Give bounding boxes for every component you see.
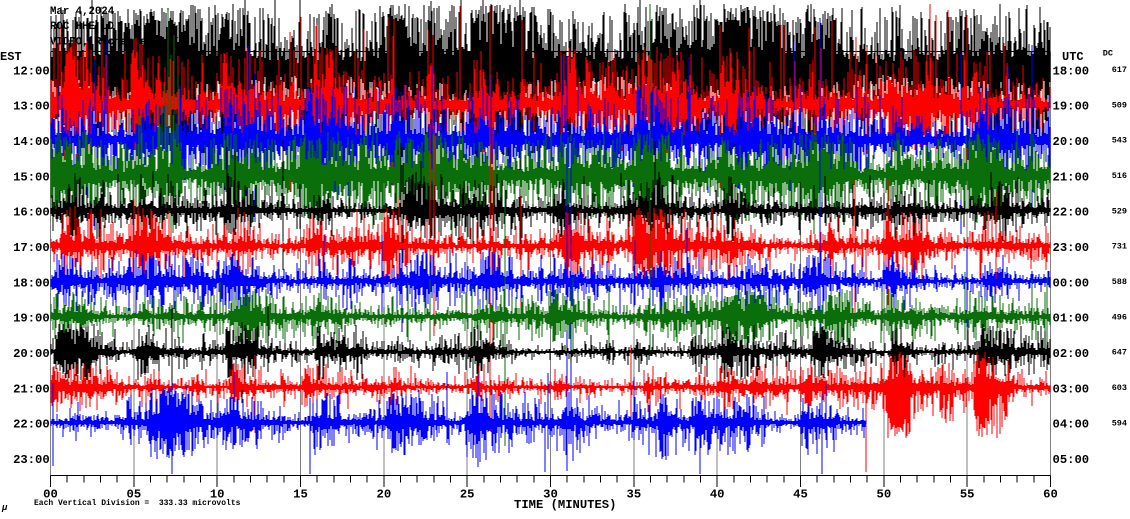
svg-text:00:00: 00:00 bbox=[1053, 276, 1090, 290]
svg-text:20:00: 20:00 bbox=[1053, 135, 1090, 149]
svg-text:509: 509 bbox=[1112, 100, 1127, 110]
svg-text:594: 594 bbox=[1112, 418, 1127, 428]
svg-text:23:00: 23:00 bbox=[13, 453, 50, 467]
svg-text:16:00: 16:00 bbox=[13, 206, 50, 220]
svg-text:40: 40 bbox=[710, 488, 725, 502]
svg-text:529: 529 bbox=[1112, 206, 1127, 216]
svg-text:731: 731 bbox=[1112, 242, 1127, 252]
svg-text:01:00: 01:00 bbox=[1053, 312, 1090, 326]
svg-text:Mar 4,2024: Mar 4,2024 bbox=[50, 6, 115, 18]
svg-text:02:00: 02:00 bbox=[1053, 347, 1090, 361]
svg-text:03:00: 03:00 bbox=[1053, 382, 1090, 396]
svg-text:22:00: 22:00 bbox=[13, 418, 50, 432]
svg-text:22:00: 22:00 bbox=[1053, 206, 1090, 220]
svg-text:18:00: 18:00 bbox=[1053, 64, 1090, 78]
svg-text:18:00: 18:00 bbox=[13, 276, 50, 290]
svg-text:35: 35 bbox=[627, 488, 642, 502]
svg-text:14:00: 14:00 bbox=[13, 135, 50, 149]
svg-text:19:00: 19:00 bbox=[1053, 100, 1090, 114]
svg-text:Each Vertical Division = 333.: Each Vertical Division = 333.33 microvol… bbox=[34, 499, 241, 508]
svg-text:12:00: 12:00 bbox=[13, 64, 50, 78]
svg-text:04:00: 04:00 bbox=[1053, 418, 1090, 432]
svg-text:20:00: 20:00 bbox=[13, 347, 50, 361]
svg-text:13:00: 13:00 bbox=[13, 100, 50, 114]
svg-text:23:00: 23:00 bbox=[1053, 241, 1090, 255]
svg-text:µ: µ bbox=[1, 503, 8, 513]
svg-text:25: 25 bbox=[460, 488, 475, 502]
svg-text:15: 15 bbox=[293, 488, 308, 502]
svg-text:617: 617 bbox=[1112, 65, 1127, 75]
svg-text:21:00: 21:00 bbox=[13, 382, 50, 396]
svg-text:UTC: UTC bbox=[1062, 50, 1084, 64]
svg-text:603: 603 bbox=[1112, 383, 1127, 393]
svg-text:EST: EST bbox=[0, 50, 22, 64]
svg-text:588: 588 bbox=[1112, 277, 1127, 287]
svg-text:55: 55 bbox=[960, 488, 975, 502]
svg-text:17:00: 17:00 bbox=[13, 241, 50, 255]
svg-text:05:00: 05:00 bbox=[1053, 453, 1090, 467]
svg-text:45: 45 bbox=[793, 488, 808, 502]
svg-text:DC: DC bbox=[1103, 49, 1113, 59]
svg-text:05: 05 bbox=[127, 488, 142, 502]
svg-text:60: 60 bbox=[1043, 488, 1058, 502]
svg-text:21:00: 21:00 bbox=[1053, 170, 1090, 184]
svg-text:00: 00 bbox=[43, 488, 58, 502]
svg-text:516: 516 bbox=[1112, 171, 1127, 181]
svg-text:20: 20 bbox=[377, 488, 392, 502]
svg-text:543: 543 bbox=[1112, 136, 1127, 146]
svg-text:496: 496 bbox=[1112, 312, 1127, 322]
svg-text:50: 50 bbox=[877, 488, 892, 502]
svg-text:15:00: 15:00 bbox=[13, 170, 50, 184]
svg-text:10: 10 bbox=[210, 488, 225, 502]
svg-text:TIME (MINUTES): TIME (MINUTES) bbox=[514, 498, 616, 512]
svg-text:30: 30 bbox=[543, 488, 558, 502]
svg-text:19:00: 19:00 bbox=[13, 312, 50, 326]
svg-text:647: 647 bbox=[1112, 348, 1127, 358]
